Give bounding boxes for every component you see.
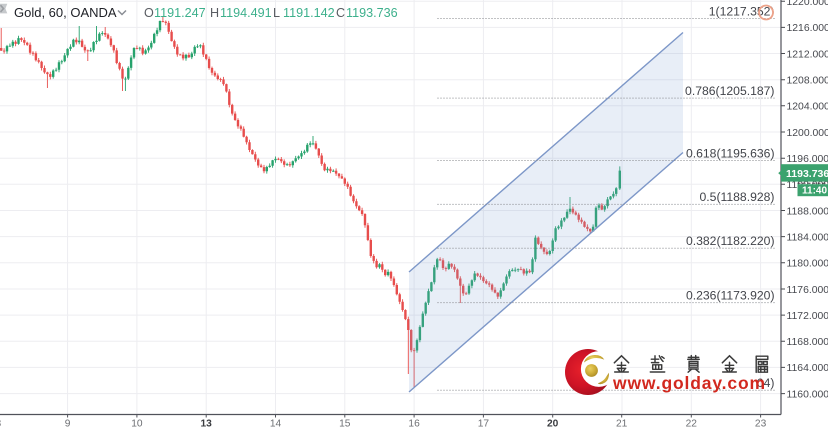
svg-text:1216.000: 1216.000	[787, 23, 828, 34]
svg-text:1212.000: 1212.000	[787, 49, 828, 60]
svg-text:1180.000: 1180.000	[787, 259, 828, 270]
svg-text:14: 14	[270, 418, 282, 429]
svg-text:H: H	[210, 6, 219, 20]
svg-text:10: 10	[131, 418, 143, 429]
svg-text:1194.491: 1194.491	[220, 6, 272, 20]
svg-text:22: 22	[686, 418, 698, 429]
svg-text:8: 8	[0, 418, 1, 429]
svg-text:16: 16	[408, 418, 420, 429]
svg-text:1193.736: 1193.736	[786, 168, 828, 180]
svg-text:21: 21	[616, 418, 628, 429]
svg-text:0.236(1173.920): 0.236(1173.920)	[686, 288, 775, 302]
svg-text:1172.000: 1172.000	[787, 311, 828, 322]
svg-text:1184.000: 1184.000	[787, 232, 828, 243]
svg-text:1160.000: 1160.000	[787, 389, 828, 400]
svg-text:C: C	[336, 6, 345, 20]
svg-text:11:40: 11:40	[802, 185, 827, 196]
svg-text:0.618(1195.636): 0.618(1195.636)	[686, 146, 775, 160]
svg-text:1208.000: 1208.000	[787, 76, 828, 87]
svg-text:1168.000: 1168.000	[787, 337, 828, 348]
svg-text:9: 9	[65, 418, 71, 429]
svg-text:www.golday.com: www.golday.com	[612, 373, 766, 393]
svg-text:1176.000: 1176.000	[787, 285, 828, 296]
svg-text:13: 13	[201, 418, 213, 429]
svg-text:0.786(1205.187): 0.786(1205.187)	[685, 84, 774, 98]
svg-text:1(1217.352): 1(1217.352)	[709, 4, 775, 18]
svg-text:1220.000: 1220.000	[787, 0, 828, 8]
svg-text:1191.142: 1191.142	[283, 6, 335, 20]
svg-text:1188.000: 1188.000	[787, 206, 828, 217]
svg-text:O: O	[144, 6, 154, 20]
svg-text:0.5(1188.928): 0.5(1188.928)	[700, 190, 775, 204]
svg-text:1191.247: 1191.247	[154, 6, 206, 20]
svg-text:20: 20	[547, 418, 559, 429]
svg-text:17: 17	[478, 418, 490, 429]
svg-text:1164.000: 1164.000	[787, 363, 828, 374]
svg-text:15: 15	[339, 418, 351, 429]
svg-text:Gold, 60, OANDA: Gold, 60, OANDA	[14, 5, 117, 20]
svg-text:23: 23	[755, 418, 767, 429]
svg-text:1193.736: 1193.736	[346, 6, 398, 20]
svg-text:L: L	[273, 6, 280, 20]
svg-text:1196.000: 1196.000	[787, 154, 828, 165]
svg-text:1200.000: 1200.000	[787, 128, 828, 139]
svg-text:0.382(1182.220): 0.382(1182.220)	[686, 234, 775, 248]
svg-text:1204.000: 1204.000	[787, 102, 828, 113]
